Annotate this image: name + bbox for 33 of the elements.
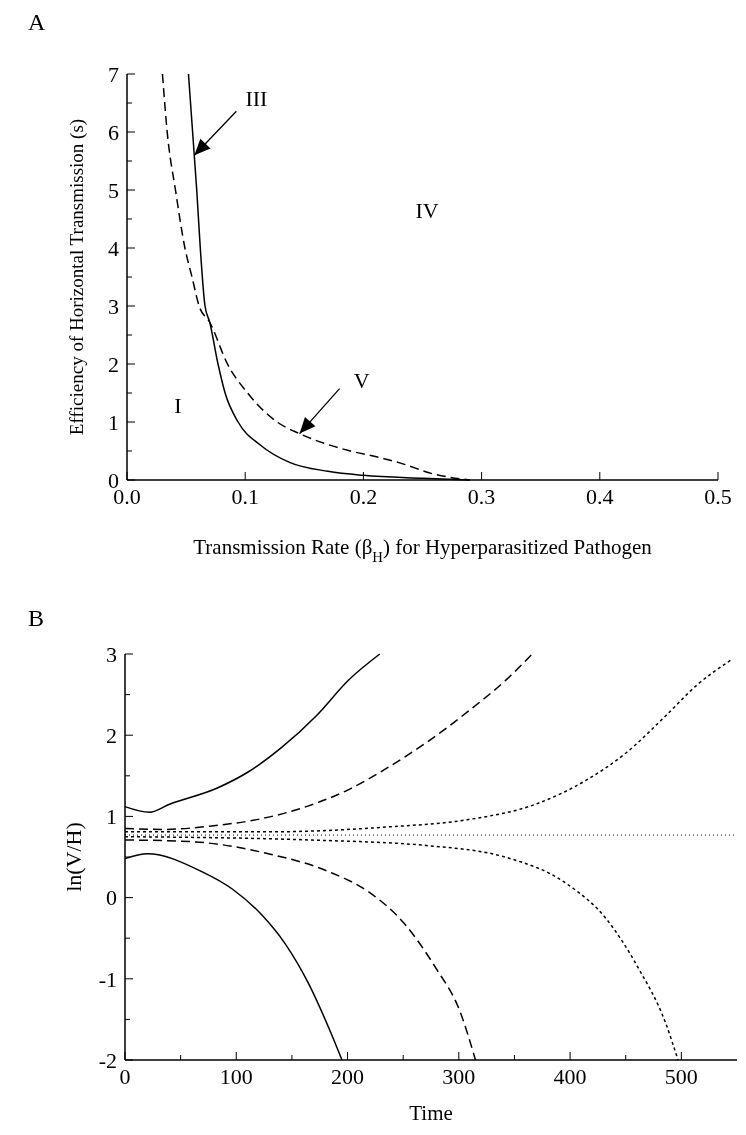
- y-tick-label: 6: [108, 119, 119, 145]
- x-tick-label: 200: [331, 1064, 365, 1089]
- y-tick-label: 2: [106, 722, 117, 748]
- x-axis-title: Transmission Rate (β$_{H}$) for Hyperparasitized Pathogen: [193, 535, 653, 565]
- annotation: III: [245, 85, 268, 111]
- y-axis-title: Efficiency of Horizontal Transmission (s): [66, 118, 88, 436]
- y-tick-label: 3: [108, 293, 119, 319]
- y-tick-label: 7: [108, 61, 119, 87]
- annotation: I: [174, 392, 182, 418]
- x-tick-label: 0.3: [467, 484, 496, 509]
- x-tick-label: 100: [219, 1064, 253, 1089]
- y-axis-title: ln(V/H): [61, 822, 86, 892]
- y-tick-label: 1: [106, 804, 117, 830]
- y-tick-label: 3: [106, 641, 117, 667]
- y-tick-label: 0: [106, 885, 117, 911]
- x-tick-label: 0.1: [231, 484, 259, 509]
- x-tick-label: 300: [442, 1064, 476, 1089]
- chart-title: B: [28, 605, 45, 631]
- x-tick-label: 0.5: [704, 484, 732, 509]
- x-tick-label: 400: [553, 1064, 587, 1089]
- y-tick-label: 1: [108, 409, 119, 435]
- y-tick-label: 4: [108, 235, 119, 261]
- y-tick-label: 5: [108, 177, 119, 203]
- x-axis-title: Time: [409, 1101, 453, 1125]
- y-tick-label: -1: [98, 966, 117, 992]
- y-tick-label: -2: [98, 1047, 117, 1073]
- x-tick-label: 0.4: [586, 484, 614, 509]
- annotation: IV: [415, 197, 439, 223]
- y-tick-label: 2: [108, 351, 119, 377]
- x-tick-label: 500: [664, 1064, 698, 1089]
- annotation: V: [353, 368, 370, 394]
- x-tick-label: 0.2: [349, 484, 378, 509]
- chart-title: A: [28, 9, 46, 35]
